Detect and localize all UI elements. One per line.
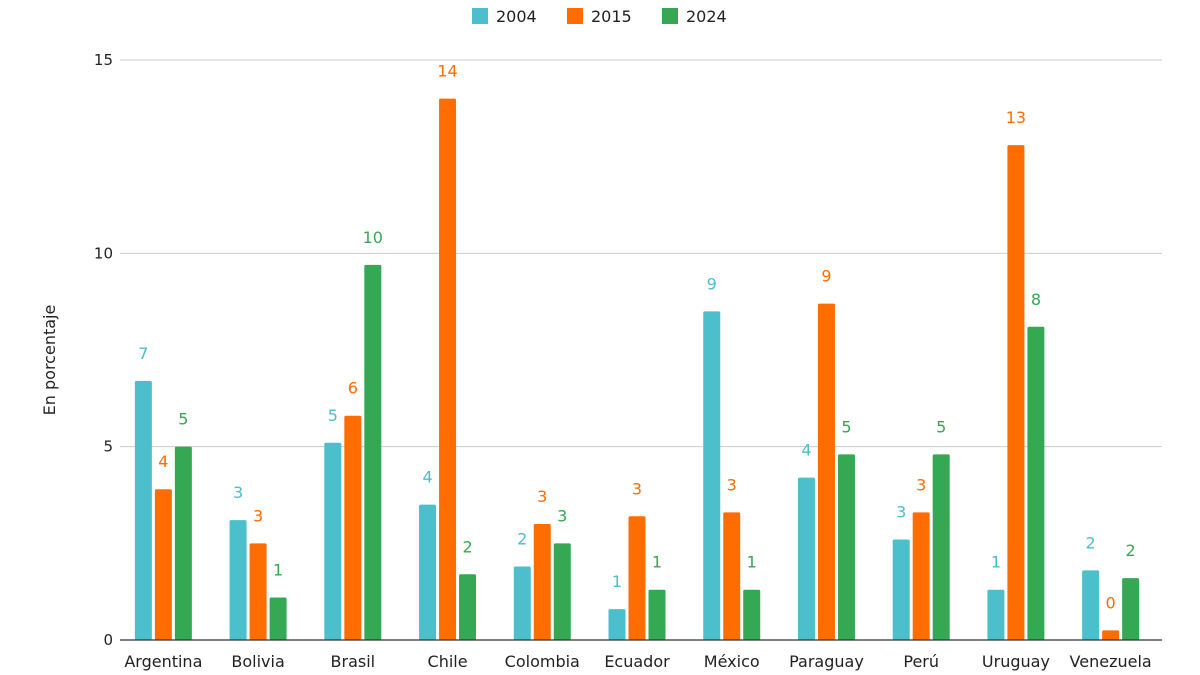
legend-swatch	[567, 8, 583, 24]
bar-2024	[743, 589, 761, 640]
bar-2015	[344, 415, 362, 640]
bar-2015	[439, 98, 457, 640]
data-label: 14	[437, 62, 457, 81]
y-tick-label: 5	[103, 438, 113, 456]
gridlines	[120, 59, 1162, 448]
data-label: 9	[707, 274, 717, 293]
bar-2015	[912, 512, 930, 640]
legend-label: 2024	[686, 7, 727, 26]
bar-2004	[892, 539, 910, 640]
x-axis-categories: Argentina Bolivia Brasil Chile Colombia Ecuad…	[124, 652, 1151, 671]
x-category-label: Venezuela	[1070, 652, 1152, 671]
x-category-label: Colombia	[505, 652, 580, 671]
bar-2004	[1082, 570, 1100, 640]
x-category-label: Perú	[903, 652, 939, 671]
data-label: 2	[1086, 533, 1096, 552]
data-label: 3	[896, 502, 906, 521]
data-label: 3	[253, 506, 263, 525]
data-label: 8	[1031, 290, 1041, 309]
bar-2004	[419, 504, 437, 640]
bar-2004	[608, 609, 626, 640]
bar-2024	[932, 454, 950, 640]
x-category-label: Brasil	[331, 652, 376, 671]
bar-2015	[723, 512, 741, 640]
bar-2015	[533, 524, 551, 640]
bar-2015	[154, 489, 172, 640]
data-label: 10	[363, 228, 383, 247]
x-category-label: Argentina	[124, 652, 202, 671]
bars	[134, 98, 1140, 641]
x-category-label: Chile	[428, 652, 468, 671]
legend-swatch	[662, 8, 678, 24]
x-category-label: Ecuador	[604, 652, 670, 671]
bar-2004	[324, 442, 342, 640]
data-label: 13	[1006, 108, 1026, 127]
data-label: 5	[841, 417, 851, 436]
y-axis-ticks: 0 5 10 15	[94, 51, 113, 649]
data-label: 2	[1126, 541, 1136, 560]
x-category-label: Paraguay	[789, 652, 864, 671]
data-label: 1	[273, 560, 283, 579]
bar-2004	[797, 477, 815, 640]
data-label: 7	[138, 344, 148, 363]
data-label: 2	[517, 530, 527, 549]
legend-label: 2015	[591, 7, 632, 26]
data-label: 6	[348, 379, 358, 398]
bar-2015	[1102, 630, 1120, 640]
data-label: 4	[801, 441, 811, 460]
data-label: 9	[821, 267, 831, 286]
x-category-label: Uruguay	[982, 652, 1050, 671]
bar-2024	[174, 446, 192, 640]
bar-2024	[648, 589, 666, 640]
x-category-label: México	[704, 652, 760, 671]
data-label: 0	[1106, 593, 1116, 612]
y-tick-label: 10	[94, 244, 113, 262]
data-label: 1	[991, 553, 1001, 572]
legend-swatch	[472, 8, 488, 24]
data-label: 3	[727, 475, 737, 494]
legend: 2004 2015 2024	[472, 7, 727, 26]
bar-2004	[703, 311, 721, 640]
bar-2024	[837, 454, 855, 640]
bar-2024	[459, 574, 477, 640]
y-tick-label: 15	[94, 51, 113, 69]
data-label: 4	[422, 468, 432, 487]
bar-2015	[628, 516, 646, 640]
data-label: 2	[462, 537, 472, 556]
data-label: 5	[936, 417, 946, 436]
data-label: 5	[178, 410, 188, 429]
bar-2015	[249, 543, 267, 640]
bar-2004	[987, 589, 1005, 640]
bar-2024	[364, 264, 382, 640]
data-label: 1	[652, 553, 662, 572]
bar-2015	[817, 303, 835, 640]
legend-label: 2004	[496, 7, 537, 26]
data-label: 1	[747, 553, 757, 572]
bar-2004	[513, 566, 531, 640]
data-label: 3	[537, 487, 547, 506]
data-label: 1	[612, 572, 622, 591]
bar-2024	[553, 543, 571, 640]
bar-2004	[229, 520, 247, 640]
data-label: 3	[632, 479, 642, 498]
bar-2024	[1027, 326, 1045, 640]
y-tick-label: 0	[103, 631, 113, 649]
data-label: 3	[233, 483, 243, 502]
bar-2015	[1007, 145, 1025, 641]
data-label: 4	[158, 452, 168, 471]
bar-2024	[1122, 578, 1140, 640]
y-axis-label: En porcentaje	[40, 305, 59, 416]
data-label: 5	[328, 406, 338, 425]
bar-2024	[269, 597, 287, 640]
bar-2004	[134, 380, 152, 640]
x-category-label: Bolivia	[231, 652, 284, 671]
data-label: 3	[557, 506, 567, 525]
data-label: 3	[916, 475, 926, 494]
